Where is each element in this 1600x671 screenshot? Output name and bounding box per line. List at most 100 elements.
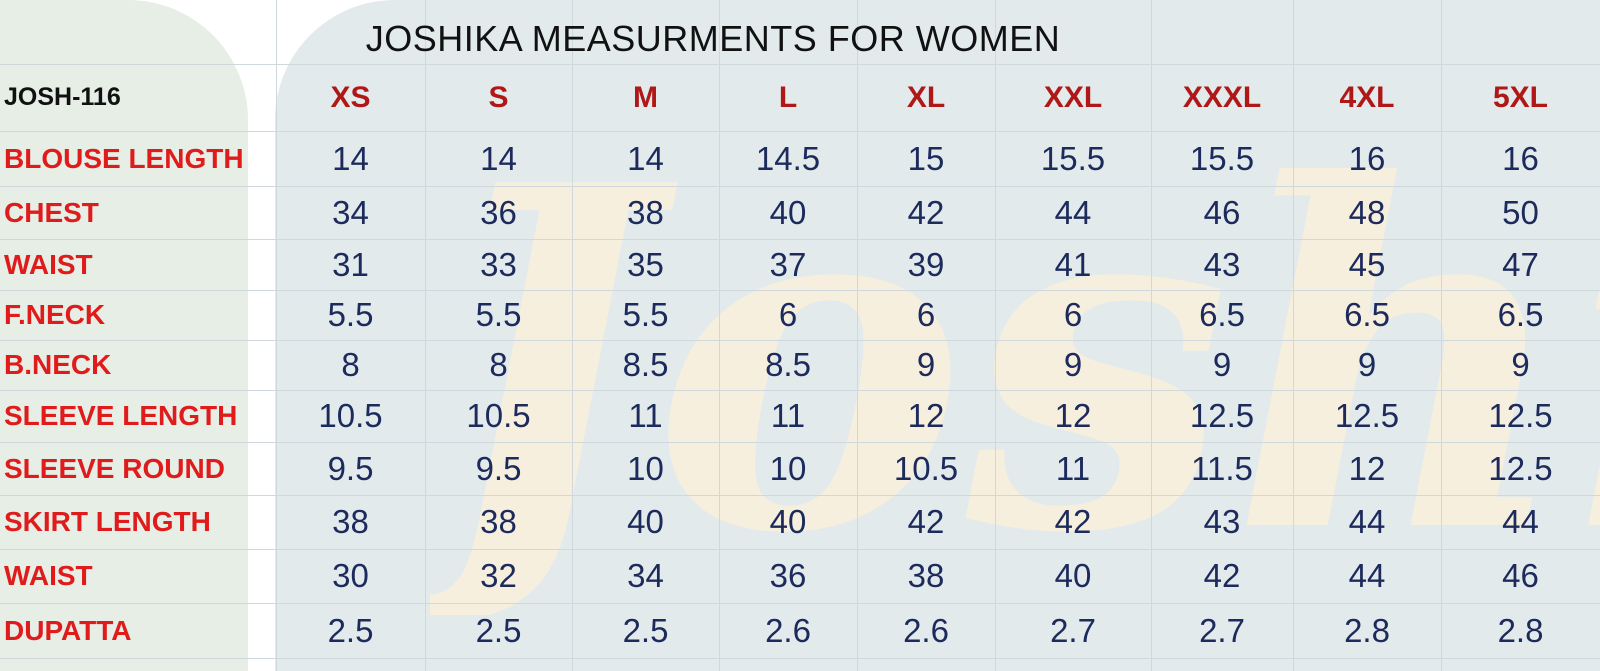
grid-line-horizontal <box>0 549 1600 550</box>
measurement-cell: 2.8 <box>1344 611 1390 649</box>
measurement-cell: 35 <box>627 245 664 283</box>
row-label: CHEST <box>4 196 99 228</box>
table-background <box>275 0 1600 671</box>
measurement-cell: 30 <box>332 557 369 594</box>
measurement-cell: 14 <box>627 139 664 177</box>
row-label: DUPATTA <box>4 614 132 646</box>
measurement-cell: 2.6 <box>903 611 949 649</box>
grid-line-horizontal <box>0 603 1600 604</box>
measurement-cell: 42 <box>1054 503 1092 540</box>
measurement-cell: 11 <box>770 397 806 434</box>
measurement-cell: 2.7 <box>1050 611 1096 649</box>
measurement-cell: 2.8 <box>1497 611 1544 649</box>
row-label: SKIRT LENGTH <box>4 506 211 537</box>
measurement-cell: 43 <box>1203 503 1241 540</box>
measurement-cell: 38 <box>907 557 945 594</box>
measurement-cell: 14.5 <box>755 139 821 177</box>
measurement-cell: 42 <box>907 503 945 540</box>
measurement-cell: 6 <box>1063 296 1083 333</box>
measurement-cell: 5.5 <box>475 296 522 333</box>
grid-line-vertical <box>572 0 573 671</box>
measurement-cell: 8.5 <box>765 346 811 383</box>
measurement-cell: 2.7 <box>1199 611 1245 649</box>
measurement-cell: 6.5 <box>1344 296 1390 333</box>
measurement-cell: 11 <box>1055 449 1091 487</box>
measurement-cell: 12.5 <box>1189 397 1255 434</box>
grid-line-horizontal <box>0 239 1600 240</box>
product-code: JOSH-116 <box>4 83 121 111</box>
measurement-cell: 10 <box>627 449 664 487</box>
measurement-cell: 39 <box>907 245 945 283</box>
measurement-cell: 10.5 <box>893 449 959 487</box>
measurement-cell: 44 <box>1054 193 1092 231</box>
measurement-cell: 2.6 <box>765 611 811 649</box>
measurement-cell: 15 <box>907 139 945 177</box>
measurement-cell: 6.5 <box>1497 296 1544 333</box>
grid-line-vertical <box>1151 0 1152 671</box>
grid-line-horizontal <box>0 186 1600 187</box>
measurement-cell: 46 <box>1203 193 1241 231</box>
measurement-cell: 10 <box>769 449 807 487</box>
measurement-cell: 6.5 <box>1199 296 1245 333</box>
measurement-cell: 43 <box>1203 245 1241 283</box>
grid-line-vertical <box>1293 0 1294 671</box>
measurement-cell: 14 <box>480 139 517 177</box>
grid-line-vertical <box>857 0 858 671</box>
measurement-cell: 33 <box>480 245 517 283</box>
grid-line-vertical <box>1441 0 1442 671</box>
size-header-xxl: XXL <box>1043 80 1103 114</box>
measurement-cell: 8 <box>489 346 508 383</box>
size-header-xxxl: XXXL <box>1182 80 1262 114</box>
measurement-cell: 40 <box>1054 557 1092 594</box>
measurement-cell: 9 <box>1212 346 1232 383</box>
measurement-cell: 5.5 <box>327 296 374 333</box>
measurement-cell: 46 <box>1502 557 1539 594</box>
measurement-cell: 15.5 <box>1040 139 1106 177</box>
grid-line-vertical <box>719 0 720 671</box>
measurement-cell: 40 <box>769 193 807 231</box>
size-header-l: L <box>778 80 798 114</box>
measurement-cell: 44 <box>1348 557 1386 594</box>
grid-line-vertical <box>425 0 426 671</box>
grid-line-horizontal <box>0 658 1600 659</box>
measurement-cell: 9 <box>1357 346 1377 383</box>
measurement-cell: 8 <box>341 346 360 383</box>
measurement-cell: 50 <box>1502 193 1539 231</box>
measurement-cell: 6 <box>778 296 798 333</box>
label-column-background <box>0 0 248 671</box>
size-header-s: S <box>488 80 509 114</box>
measurement-cell: 10.5 <box>318 397 383 434</box>
measurement-cell: 15.5 <box>1189 139 1255 177</box>
measurement-cell: 34 <box>332 193 369 231</box>
measurement-cell: 10.5 <box>466 397 531 434</box>
measurement-cell: 12.5 <box>1488 449 1553 487</box>
measurement-cell: 40 <box>627 503 664 540</box>
measurement-cell: 42 <box>1203 557 1241 594</box>
measurement-cell: 2.5 <box>622 611 669 649</box>
row-label: SLEEVE LENGTH <box>4 400 238 431</box>
measurement-cell: 8.5 <box>622 346 669 383</box>
measurement-cell: 31 <box>332 245 369 283</box>
measurement-cell: 34 <box>627 557 664 594</box>
row-label: B.NECK <box>4 349 112 380</box>
measurement-cell: 32 <box>480 557 517 594</box>
measurement-cell: 14 <box>332 139 369 177</box>
row-label: WAIST <box>4 248 93 280</box>
measurement-cell: 9.5 <box>327 449 374 487</box>
measurement-cell: 44 <box>1348 503 1386 540</box>
measurement-cell: 44 <box>1502 503 1539 540</box>
size-header-xs: XS <box>330 80 371 114</box>
grid-line-horizontal <box>0 495 1600 496</box>
size-header-xl: XL <box>906 80 946 114</box>
measurement-cell: 12 <box>1348 449 1386 487</box>
size-header-m: M <box>633 80 658 114</box>
row-label: SLEEVE ROUND <box>4 452 225 484</box>
grid-line-horizontal <box>0 290 1600 291</box>
measurement-cell: 12 <box>1054 397 1092 434</box>
row-label: BLOUSE LENGTH <box>4 142 244 174</box>
measurement-cell: 9 <box>1063 346 1083 383</box>
row-label: F.NECK <box>4 299 106 330</box>
measurement-cell: 45 <box>1348 245 1386 283</box>
grid-line-vertical <box>276 0 277 671</box>
measurement-cell: 16 <box>1502 139 1539 177</box>
